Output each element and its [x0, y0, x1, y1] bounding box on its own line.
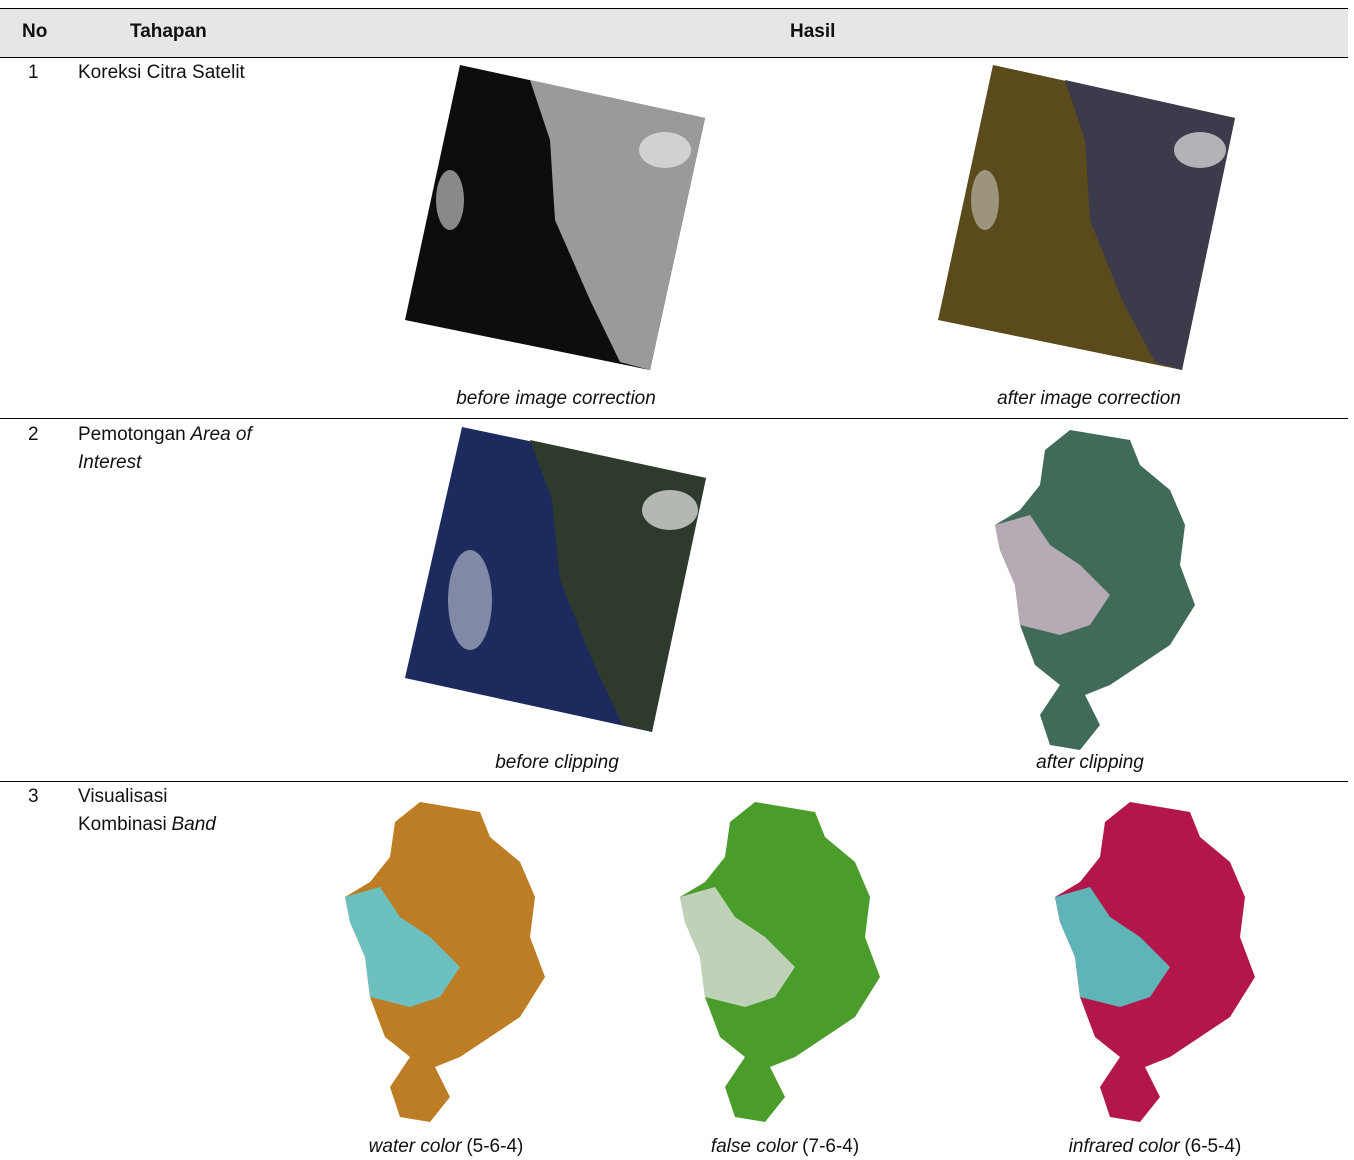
caption-text: (6-5-4) — [1184, 1136, 1242, 1157]
header-no: No — [22, 21, 48, 42]
header-background — [0, 9, 1348, 57]
stage-text: Pemotongan — [78, 424, 186, 445]
header-result: Hasil — [790, 21, 836, 42]
caption: water color (5-6-4) — [369, 1136, 524, 1158]
clipped-image — [995, 430, 1195, 750]
stage-text: Area of Interest — [78, 424, 252, 473]
rule — [0, 781, 1348, 782]
satellite-image — [405, 65, 705, 370]
band-image — [1055, 802, 1255, 1122]
caption-text: (7-6-4) — [802, 1136, 860, 1157]
caption-text: after image correction — [997, 388, 1181, 409]
row-stage: Pemotongan Area of Interest — [78, 421, 260, 477]
caption-text: (5-6-4) — [466, 1136, 524, 1157]
header-stage: Tahapan — [130, 21, 207, 42]
row-stage: Koreksi Citra Satelit — [78, 59, 260, 87]
row-no: 3 — [28, 786, 39, 807]
caption: before image correction — [456, 388, 656, 410]
caption-text: after clipping — [1036, 752, 1144, 773]
stage-text: Visualisasi Kombinasi — [78, 786, 168, 835]
rule — [0, 8, 1348, 9]
stage-text: Band — [171, 814, 216, 835]
band-image — [345, 802, 545, 1122]
caption-text: false color — [710, 1136, 798, 1157]
stage-text: Koreksi Citra Satelit — [78, 62, 245, 83]
row-stage: Visualisasi Kombinasi Band — [78, 783, 260, 839]
rule — [0, 57, 1348, 58]
satellite-image — [938, 65, 1235, 370]
satellite-image — [405, 427, 706, 732]
row-no: 1 — [28, 62, 39, 83]
caption-text: before clipping — [495, 752, 619, 773]
row-no: 2 — [28, 424, 39, 445]
caption: infrared color (6-5-4) — [1069, 1136, 1242, 1158]
caption: before clipping — [495, 752, 619, 774]
caption-text: water color — [368, 1136, 462, 1157]
caption: false color (7-6-4) — [711, 1136, 859, 1158]
rule — [0, 418, 1348, 419]
band-image — [680, 802, 880, 1122]
caption: after image correction — [997, 388, 1181, 410]
caption: after clipping — [1036, 752, 1144, 774]
caption-text: infrared color — [1068, 1136, 1180, 1157]
caption-text: before image correction — [456, 388, 656, 409]
